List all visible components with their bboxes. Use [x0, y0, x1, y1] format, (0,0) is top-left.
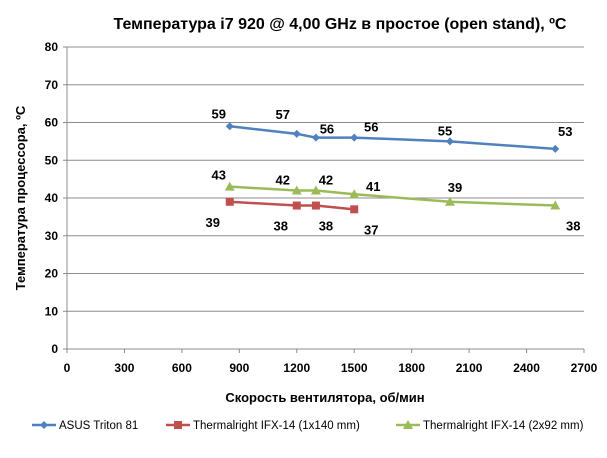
series-line [229, 185, 556, 207]
x-tick-label: 2400 [513, 361, 540, 375]
data-label: 39 [206, 215, 220, 230]
data-point [550, 200, 561, 210]
legend-entry: Thermalright IFX-14 (2x92 mm) [423, 420, 584, 432]
x-tick-label: 600 [172, 361, 192, 375]
series-line [229, 200, 355, 211]
data-point [310, 185, 321, 195]
data-label: 39 [448, 180, 462, 195]
data-label: 38 [319, 219, 333, 234]
x-tick-label: 2100 [456, 361, 483, 375]
y-tick-label: 50 [45, 153, 59, 167]
legend-entry: Thermalright IFX-14 (1x140 mm) [193, 420, 360, 432]
legend-marker [174, 421, 182, 429]
data-label: 56 [364, 120, 378, 135]
x-tick-label: 900 [229, 361, 249, 375]
data-point [311, 133, 320, 142]
data-point [224, 181, 235, 191]
data-point [444, 196, 455, 206]
x-tick-label: 0 [64, 361, 71, 375]
data-label: 42 [319, 172, 333, 187]
data-label: 43 [212, 168, 226, 183]
data-point [292, 201, 301, 210]
data-point [292, 129, 301, 138]
data-label: 55 [438, 123, 452, 138]
data-label: 42 [276, 172, 290, 187]
data-point [350, 133, 359, 142]
y-tick-label: 10 [45, 304, 59, 318]
data-label: 56 [320, 122, 334, 137]
y-tick-label: 60 [45, 116, 59, 130]
x-tick-label: 1500 [341, 361, 368, 375]
y-tick-label: 70 [45, 78, 59, 92]
data-point [551, 144, 560, 153]
data-label: 53 [558, 124, 572, 139]
legend-entry: ASUS Triton 81 [59, 420, 138, 432]
data-point [445, 137, 454, 146]
data-label: 59 [212, 106, 226, 121]
data-label: 41 [366, 179, 380, 194]
chart-title: Температура i7 920 @ 4,00 GHz в простое … [114, 16, 567, 33]
series-line [229, 125, 556, 151]
legend-marker [40, 421, 48, 429]
x-tick-label: 1800 [398, 361, 425, 375]
y-tick-label: 30 [45, 229, 59, 243]
data-point [225, 197, 234, 206]
x-tick-label: 300 [114, 361, 134, 375]
y-tick-label: 80 [45, 40, 59, 54]
data-label: 38 [274, 219, 288, 234]
data-label: 57 [276, 107, 290, 122]
x-tick-label: 1200 [283, 361, 310, 375]
data-point [225, 122, 234, 131]
y-tick-label: 0 [51, 342, 58, 356]
x-axis-label: Скорость вентилятора, об/мин [225, 390, 424, 405]
legend: ASUS Triton 81 Thermalright IFX-14 (1x140… [32, 420, 584, 432]
data-point [311, 201, 320, 210]
data-label: 37 [364, 222, 378, 237]
data-point [349, 189, 360, 199]
y-tick-label: 20 [45, 267, 59, 281]
legend-marker [403, 420, 413, 429]
y-axis-label: Температура процессора, ºС [13, 105, 28, 290]
data-label: 38 [566, 219, 580, 234]
x-tick-label: 2700 [571, 361, 598, 375]
data-point [291, 185, 302, 195]
y-tick-label: 40 [45, 191, 59, 205]
data-point [350, 205, 359, 214]
